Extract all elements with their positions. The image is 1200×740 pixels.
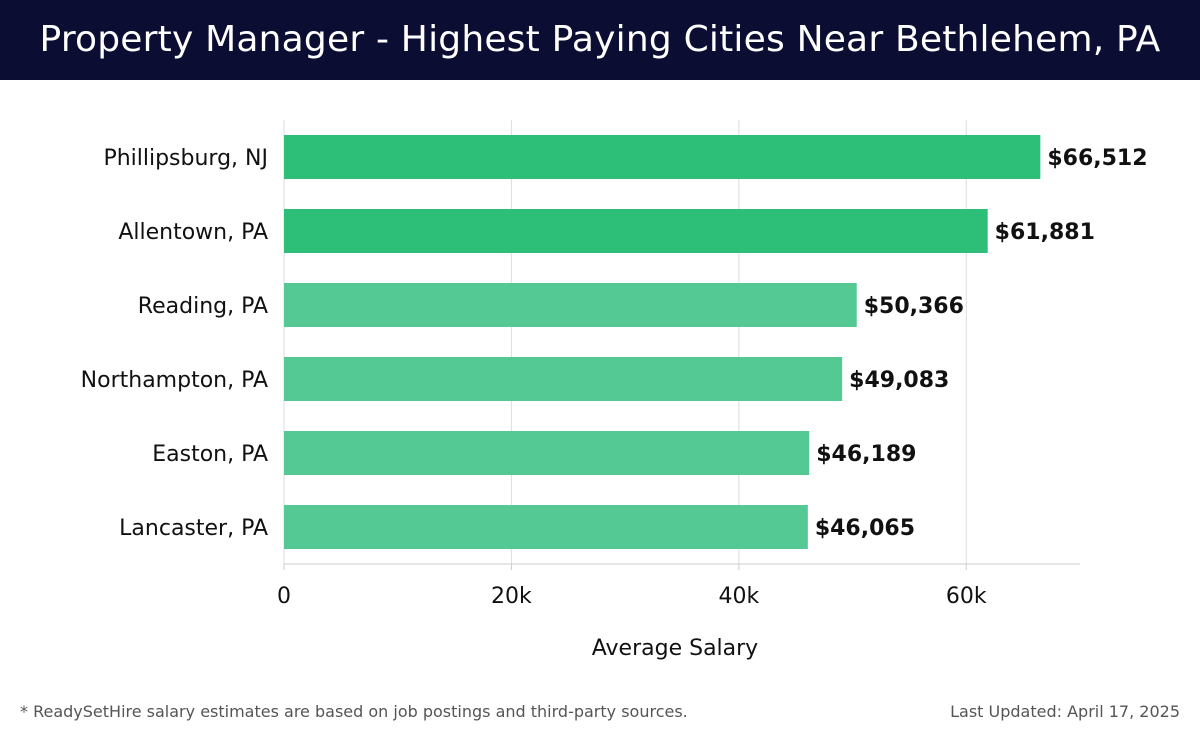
source-note: * ReadySetHire salary estimates are base… xyxy=(20,702,688,721)
category-label: Phillipsburg, NJ xyxy=(103,146,268,171)
footer: * ReadySetHire salary estimates are base… xyxy=(0,690,1200,740)
value-label: $49,083 xyxy=(849,368,949,393)
salary-bar-chart: 0 20k 40k 60k Average Salary Phillipsburg, N… xyxy=(81,120,1148,661)
axes: 0 20k 40k 60k Average Salary xyxy=(277,563,1080,661)
category-label: Allentown, PA xyxy=(118,220,268,245)
chart-area: 0 20k 40k 60k Average Salary Phillipsburg, N… xyxy=(0,80,1200,690)
last-updated: Last Updated: April 17, 2025 xyxy=(950,702,1180,721)
bar xyxy=(284,431,810,475)
x-tick-label: 20k xyxy=(491,584,532,609)
chart-title: Property Manager - Highest Paying Cities… xyxy=(39,19,1161,60)
value-label: $46,189 xyxy=(816,442,916,467)
grid-lines xyxy=(283,120,967,564)
category-label: Easton, PA xyxy=(152,442,268,467)
x-tick-label: 0 xyxy=(277,584,291,609)
bars xyxy=(284,135,1041,549)
value-label: $61,881 xyxy=(995,220,1095,245)
value-label: $50,366 xyxy=(864,294,964,319)
value-label: $66,512 xyxy=(1047,146,1147,171)
x-tick-label: 60k xyxy=(946,584,987,609)
bar xyxy=(284,135,1041,179)
bar xyxy=(284,357,843,401)
bar xyxy=(284,505,808,549)
x-axis-title: Average Salary xyxy=(592,636,758,661)
labels: Phillipsburg, NJ $66,512 Allentown, PA $61,… xyxy=(81,146,1148,541)
value-label: $46,065 xyxy=(815,516,915,541)
x-tick-label: 40k xyxy=(718,584,759,609)
title-banner: Property Manager - Highest Paying Cities… xyxy=(0,0,1200,80)
category-label: Reading, PA xyxy=(138,294,268,319)
bar xyxy=(284,209,988,253)
category-label: Northampton, PA xyxy=(81,368,268,393)
category-label: Lancaster, PA xyxy=(119,516,268,541)
bar xyxy=(284,283,857,327)
